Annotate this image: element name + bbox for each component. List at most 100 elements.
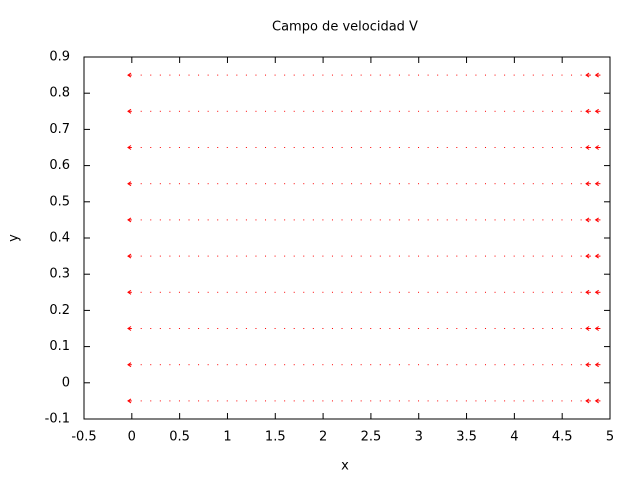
arrow-part [150, 219, 152, 221]
vector-arrow [303, 74, 305, 76]
vector-arrow [178, 400, 180, 402]
vector-arrow [178, 291, 180, 293]
vector-arrow [159, 110, 161, 112]
y-tick-label: 0.1 [49, 339, 70, 354]
arrow-part [542, 400, 544, 402]
vector-arrow [437, 110, 439, 112]
vector-arrow [532, 328, 534, 329]
arrow-part [341, 400, 343, 402]
arrow-part [504, 291, 506, 293]
x-tick-label: -0.5 [71, 430, 96, 445]
arrow-part [207, 255, 209, 257]
vector-arrow [169, 147, 171, 148]
arrow-part [494, 74, 496, 76]
arrow-part [456, 400, 458, 402]
vector-arrow [236, 328, 238, 329]
arrow-part [542, 255, 544, 257]
vector-arrow [236, 74, 238, 76]
vector-arrow [188, 183, 190, 185]
vector-arrow [312, 183, 314, 185]
arrow-part [571, 110, 573, 112]
vector-arrow [274, 328, 276, 329]
arrow-part [226, 328, 228, 329]
arrow-part [542, 364, 544, 366]
arrow-part [255, 400, 257, 402]
vector-arrow [169, 291, 171, 293]
arrow-part [341, 328, 343, 329]
arrow-part [379, 364, 381, 366]
vector-arrow [398, 110, 400, 112]
arrow-part [398, 364, 400, 366]
y-tick-label: 0.4 [49, 231, 70, 246]
arrow-part [585, 289, 590, 295]
arrow-part [255, 291, 257, 293]
arrow-part [580, 147, 582, 148]
vector-arrow [217, 364, 219, 366]
arrow-part [127, 253, 132, 259]
arrow-part [418, 219, 420, 221]
arrow-part [551, 147, 553, 148]
vector-arrow [456, 147, 458, 148]
vector-arrow [580, 219, 582, 221]
vector-arrow [198, 219, 200, 221]
arrow-part [594, 326, 599, 331]
vector-arrow [427, 110, 429, 112]
arrow-part [198, 400, 200, 402]
arrow-part [198, 364, 200, 366]
vector-arrow [513, 147, 515, 148]
arrow-part [150, 74, 152, 76]
arrow-part [360, 328, 362, 329]
vector-arrow [140, 74, 142, 76]
arrow-part [427, 328, 429, 329]
vector-arrow [284, 255, 286, 257]
vector-arrow [427, 147, 429, 148]
arrow-part [398, 74, 400, 76]
arrow-part [303, 364, 305, 366]
vector-arrow [312, 74, 314, 76]
arrow-part [312, 400, 314, 402]
arrow-part [169, 219, 171, 221]
vector-arrow [418, 255, 420, 257]
arrow-part [322, 291, 324, 293]
vector-arrow [571, 255, 573, 257]
arrow-part [504, 183, 506, 185]
vector-arrow [408, 364, 410, 366]
vector-arrow [127, 253, 132, 259]
arrow-part [513, 255, 515, 257]
vector-arrow [456, 219, 458, 221]
vector-arrow [523, 147, 525, 148]
arrow-part [475, 219, 477, 221]
vector-arrow [379, 147, 381, 148]
x-tick-label: 2 [319, 430, 327, 445]
vector-arrow [504, 183, 506, 185]
arrow-part [255, 110, 257, 112]
arrow-part [475, 328, 477, 329]
vector-arrow [408, 255, 410, 257]
vector-arrow [207, 255, 209, 257]
arrow-part [446, 74, 448, 76]
arrow-part [217, 74, 219, 76]
vector-arrow [475, 400, 477, 402]
arrow-part [465, 255, 467, 257]
arrow-part [580, 364, 582, 366]
arrow-part [437, 110, 439, 112]
vector-arrow [127, 217, 132, 223]
arrow-part [571, 147, 573, 148]
vector-arrow [159, 400, 161, 402]
vector-arrow [418, 328, 420, 329]
arrow-part [427, 183, 429, 185]
arrow-part [293, 364, 295, 366]
vector-arrow [236, 147, 238, 148]
vector-arrow [360, 400, 362, 402]
arrow-part [127, 181, 132, 187]
vector-arrow [284, 110, 286, 112]
vector-arrow [255, 74, 257, 76]
arrow-part [379, 74, 381, 76]
arrow-part [370, 291, 372, 293]
arrow-part [494, 110, 496, 112]
arrow-part [360, 147, 362, 148]
arrow-part [360, 291, 362, 293]
arrow-part [475, 400, 477, 402]
vector-arrow [351, 147, 353, 148]
vector-arrow [494, 110, 496, 112]
